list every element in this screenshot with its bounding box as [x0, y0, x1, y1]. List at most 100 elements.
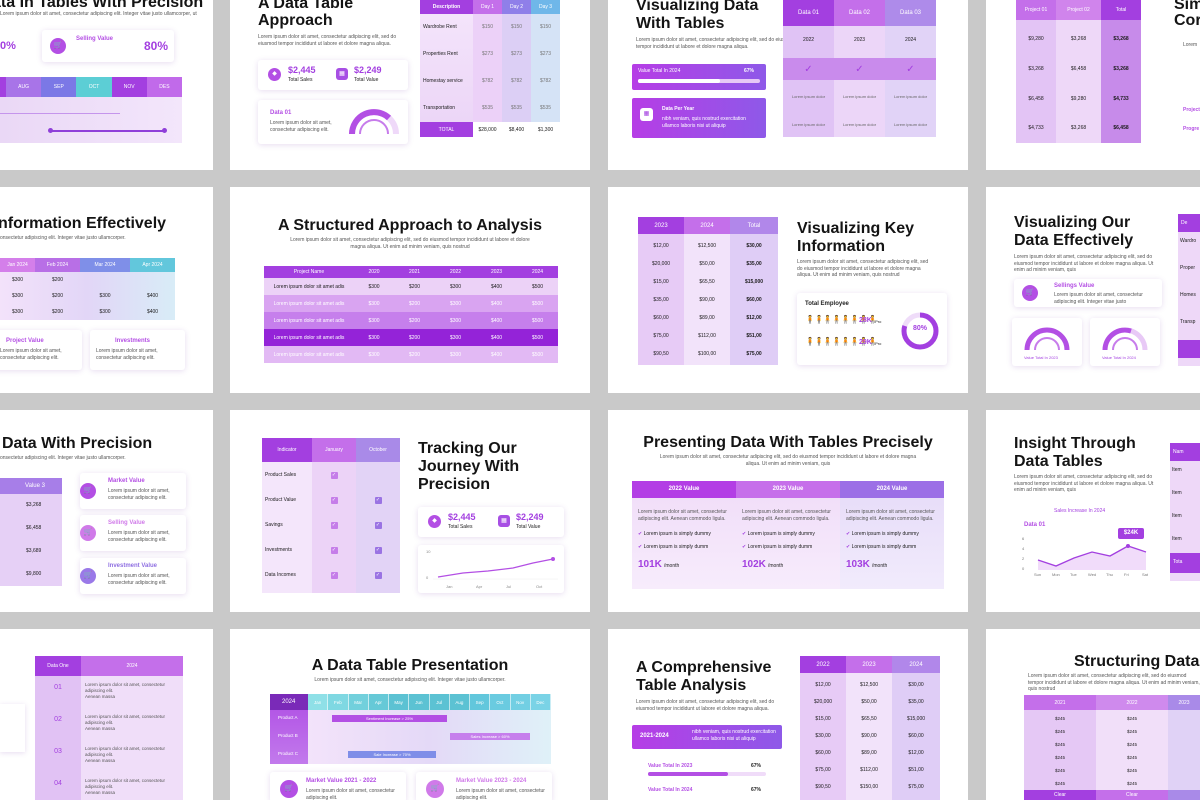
table-cell: $75,00	[746, 351, 762, 357]
table-row: Lorem ipsum dolor sit amet adis $300 $200 $…	[264, 346, 558, 363]
slide-thumbnail-9[interactable]: Data With Precision onsectetur adipiscin…	[0, 410, 213, 612]
row-label: Investments	[265, 547, 292, 553]
gantt-bar: Sales Increase > 60%	[450, 733, 530, 740]
gantt-bar-dot	[48, 128, 53, 133]
table-row: $20,000 $50,00 $35,00	[638, 257, 778, 271]
slide-thumbnail-8[interactable]: Visualizing Our Data Effectively Lorem i…	[986, 187, 1200, 393]
th-data03: Data 03	[885, 0, 936, 26]
slide-body: Lorem ipsum dolor sit amet, consectetur …	[636, 37, 795, 50]
data-one-table: Data One 2024 01 Lorem ipsum dolor sit am…	[35, 656, 183, 800]
table-row: $245 $245	[1054, 715, 1137, 721]
row-number: 04	[54, 780, 62, 787]
table-cell: $90,00	[699, 297, 715, 303]
check-icon: ✓	[906, 63, 915, 75]
slide-thumbnail-7[interactable]: 2023 2024 Total $12,00 $12,500 $30,00 $20,0…	[608, 187, 968, 393]
slide-thumbnail-16[interactable]: Structuring Data Fo Lorem ipsum dolor si…	[986, 629, 1200, 800]
slide-thumbnail-5[interactable]: nformation Effectively onsectetur adipis…	[0, 187, 213, 393]
slide-thumbnail-15[interactable]: A Comprehensive Table Analysis Lorem ips…	[608, 629, 968, 800]
total-value-label: Total Value	[354, 77, 379, 83]
cart-icon: 🛒	[1022, 285, 1038, 301]
table-cell: $15,00	[815, 715, 831, 722]
slide-body: Lorem ipsum dolor sit amet, consectetur …	[0, 11, 197, 18]
half-gauge	[1024, 327, 1070, 351]
slide-thumbnail-10[interactable]: Indicator January October Product Sales ✓…	[230, 410, 590, 612]
slide-thumbnail-11[interactable]: Presenting Data With Tables Precisely Lo…	[608, 410, 968, 612]
slide-body: Lorem ipsum dolor sit amet, consectetur …	[258, 34, 397, 47]
th-day1: Day 1	[473, 0, 502, 14]
table-cell: $50,00	[699, 261, 715, 267]
table-row: Data Incomes ✓ ✓	[262, 568, 400, 582]
table-cell: $150,00	[859, 783, 879, 790]
clear-button[interactable]: Clear	[1024, 790, 1096, 800]
row-desc: Lorem ipsum dolor sit amet, consectetur …	[85, 746, 166, 757]
table-cell: $12,00	[746, 315, 762, 321]
table-cell: $112,00	[698, 333, 716, 339]
clear-button[interactable]: Clear	[1096, 790, 1168, 800]
slide-title: A Data Table Presentation	[311, 657, 509, 674]
month-header: May	[389, 694, 410, 710]
month-header: Mar	[348, 694, 369, 710]
slide-title: Structuring Data Fo	[1074, 653, 1200, 670]
progress-bar	[648, 772, 766, 776]
line-chart-box: 10 0 Jan Apr Jul Oct	[418, 545, 564, 593]
checkbox-checked[interactable]: ✓	[374, 546, 382, 554]
table-cell: $90,00	[861, 732, 877, 739]
table-cell: $112,00	[860, 766, 878, 773]
checkbox-checked[interactable]: ✓	[330, 471, 338, 479]
checkbox-checked[interactable]: ✓	[374, 496, 382, 504]
slide-title: A Structured Approach to Analysis	[277, 217, 543, 234]
checkbox-checked[interactable]: ✓	[330, 496, 338, 504]
calendar-icon: ▦	[336, 68, 348, 80]
slide-body: Lorem ipsum dolor sit amet, consectetur …	[290, 237, 530, 250]
table-cell: $12,00	[653, 243, 669, 249]
cart-icon: 🛒	[80, 483, 96, 499]
gantt-bar	[50, 130, 165, 132]
checkbox-checked[interactable]: ✓	[374, 571, 382, 579]
table-row: Product Value ✓ ✓	[262, 493, 400, 507]
x-tick-label: Fri	[1124, 572, 1129, 577]
gantt-bar: Sale Increase > 70%	[348, 751, 436, 758]
data-per-year-box: ▦ Data Per Year nibh veniam, quis nostru…	[632, 98, 766, 138]
table-cell: $35,00	[653, 297, 669, 303]
table-cell: $89,00	[861, 749, 877, 756]
investment-value-box: 🛒 Investment Value Lorem ipsum dolor sit…	[80, 558, 186, 594]
x-tick-label: Sat	[1142, 572, 1149, 577]
range-box: 2021-2024 nibh veniam, quis nostrud exer…	[632, 725, 782, 749]
slide-thumbnail-3[interactable]: Visualizing Data With Tables Lorem ipsum…	[608, 0, 968, 170]
checkbox-checked[interactable]: ✓	[330, 571, 338, 579]
table-cell: $20,000	[651, 261, 671, 267]
slide-thumbnail-14[interactable]: A Data Table Presentation Lorem ipsum do…	[230, 629, 590, 800]
donut-chart	[901, 312, 939, 350]
checkbox-checked[interactable]: ✓	[330, 521, 338, 529]
checkbox-checked[interactable]: ✓	[374, 521, 382, 529]
chart-x-axis: Sun Mon Tue Wed Thu Fri Sat	[1034, 572, 1164, 580]
table-total-row: TOTAL $28,000 $8,400 $1,300	[420, 122, 560, 137]
calendar-icon: ▦	[640, 108, 653, 121]
calendar-icon: ▦	[498, 515, 510, 527]
month-header: Aug	[449, 694, 470, 710]
th-data02: Data 02	[834, 0, 885, 26]
slide-thumbnail-1[interactable]: ata In Tables With Precision Lorem ipsum…	[0, 0, 213, 170]
month-header-bar: AUG SEP OCT NOV DES	[0, 77, 183, 97]
table-row: $75,00 $112,00 $51,00	[800, 763, 940, 776]
slide-thumbnail-2[interactable]: A Data Table Approach Lorem ipsum dolor …	[230, 0, 590, 170]
slide-title-line2: Table Analysis	[636, 677, 747, 694]
x-tick-label: Tue	[1070, 572, 1077, 577]
slide-thumbnail-13[interactable]: Data One 2024 01 Lorem ipsum dolor sit am…	[0, 629, 213, 800]
row-sub: Aenean massa	[85, 726, 116, 731]
table-cell: $30,00	[908, 681, 924, 688]
th-day3: Day 3	[531, 0, 560, 14]
slide-thumbnail-4[interactable]: Project 01 Project 02 Total $9,280 $3,268…	[986, 0, 1200, 170]
table-row: $12,00 $12,500 $30,00	[638, 239, 778, 253]
total-value-value: $2,249	[354, 65, 382, 75]
gantt-table: 2024 Jan Feb Mar Apr May Jun Jul Aug Sep Oct Nov De…	[270, 694, 551, 764]
checkbox-checked[interactable]: ✓	[330, 546, 338, 554]
table-cell: $20,000	[813, 698, 833, 705]
table-cell: $12,00	[815, 681, 831, 688]
analysis-table: Project Name 2020 2021 2022 2023 2024 Lo…	[264, 266, 558, 366]
slide-thumbnail-6[interactable]: A Structured Approach to Analysis Lorem …	[230, 187, 590, 393]
slide-thumbnail-12[interactable]: Insight Through Data Tables Lorem ipsum …	[986, 410, 1200, 612]
row-desc: Lorem ipsum dolor sit amet, consectetur …	[85, 778, 166, 789]
table-cell: $12,500	[697, 243, 717, 249]
table-cell: $35,00	[746, 261, 762, 267]
